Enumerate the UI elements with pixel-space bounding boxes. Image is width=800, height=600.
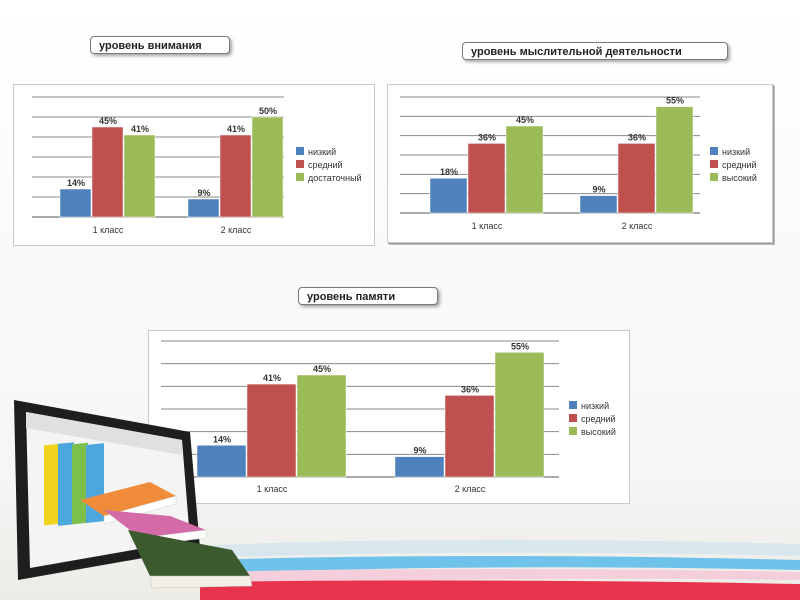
data-label: 45% — [516, 115, 534, 125]
data-label: 18% — [440, 167, 458, 177]
legend-swatch — [296, 160, 304, 168]
legend-label: средний — [581, 414, 616, 424]
bar-низкий-2 — [187, 198, 220, 218]
data-label: 9% — [197, 188, 210, 198]
data-label: 55% — [666, 96, 684, 106]
bar-средний-1 — [246, 383, 297, 478]
bar-высокий-2 — [655, 106, 694, 214]
legend-swatch — [296, 173, 304, 181]
legend-swatch — [710, 147, 718, 155]
attention-chart-panel: 14% 45% 41% 1 класс 9% 41% 50% 2 класс низкий сре… — [13, 84, 375, 246]
data-label: 36% — [478, 132, 496, 142]
data-label: 55% — [511, 341, 529, 351]
bar-высокий-2 — [494, 352, 545, 478]
tablet-books-illustration — [14, 400, 253, 589]
bar-достаточный-1 — [123, 134, 156, 218]
data-label: 14% — [67, 178, 85, 188]
memory-title: уровень памяти — [298, 287, 438, 305]
category-label: 2 класс — [221, 225, 252, 235]
decorative-stripes — [150, 539, 800, 600]
thinking-chart-panel: 18% 36% 45% 1 класс 9% 36% 55% 2 класс низкий сре… — [387, 84, 773, 243]
data-label: 41% — [131, 124, 149, 134]
data-label: 9% — [592, 185, 605, 195]
memory-chart-panel: 14% 41% 45% 1 класс 9% 36% 55% 2 класс низкий сре… — [148, 330, 630, 504]
legend-label: средний — [722, 160, 757, 170]
bar-низкий-1 — [59, 188, 92, 218]
bar-низкий-1 — [429, 177, 468, 214]
data-label: 45% — [99, 116, 117, 126]
memory-chart: 14% 41% 45% 1 класс 9% 36% 55% 2 класс низкий сре… — [161, 340, 616, 494]
stripe-light — [150, 539, 800, 560]
data-label: 9% — [413, 446, 426, 456]
data-label: 41% — [263, 373, 281, 383]
category-label: 2 класс — [622, 221, 653, 231]
legend-label: достаточный — [308, 173, 362, 183]
stripe-blue — [200, 556, 800, 574]
legend-label: средний — [308, 160, 343, 170]
data-label: 41% — [227, 124, 245, 134]
bar-средний-2 — [444, 395, 495, 478]
bar-низкий-1 — [196, 445, 247, 478]
thinking-title: уровень мыслительной деятельности — [462, 42, 728, 60]
legend-swatch — [296, 147, 304, 155]
attention-title: уровень внимания — [90, 36, 230, 54]
bar-средний-1 — [467, 143, 506, 214]
legend-swatch — [710, 160, 718, 168]
bar-низкий-2 — [579, 195, 618, 214]
data-label: 45% — [313, 364, 331, 374]
data-label: 14% — [213, 434, 231, 444]
attention-chart: 14% 45% 41% 1 класс 9% 41% 50% 2 класс низкий сре… — [32, 96, 362, 235]
data-label: 36% — [628, 132, 646, 142]
legend-label: низкий — [308, 147, 336, 157]
bar-высокий-1 — [296, 374, 347, 478]
bar-средний-2 — [219, 134, 252, 218]
category-label: 1 класс — [93, 225, 124, 235]
legend-label: высокий — [722, 173, 757, 183]
legend-label: низкий — [722, 147, 750, 157]
legend-swatch — [710, 173, 718, 181]
legend-swatch — [569, 414, 577, 422]
legend-label: высокий — [581, 427, 616, 437]
bar-высокий-1 — [505, 125, 544, 214]
legend-swatch — [569, 401, 577, 409]
category-label: 1 класс — [472, 221, 503, 231]
thinking-chart: 18% 36% 45% 1 класс 9% 36% 55% 2 класс низкий сре… — [400, 96, 757, 231]
legend-label: низкий — [581, 401, 609, 411]
bar-средний-2 — [617, 143, 656, 214]
legend-swatch — [569, 427, 577, 435]
bar-низкий-2 — [394, 456, 445, 478]
data-label: 36% — [461, 384, 479, 394]
bar-средний-1 — [91, 126, 124, 218]
stripe-red — [200, 580, 800, 600]
category-label: 2 класс — [455, 484, 486, 494]
books-icon — [44, 442, 253, 589]
bar-достаточный-2 — [251, 116, 284, 218]
data-label: 50% — [259, 106, 277, 116]
category-label: 1 класс — [257, 484, 288, 494]
